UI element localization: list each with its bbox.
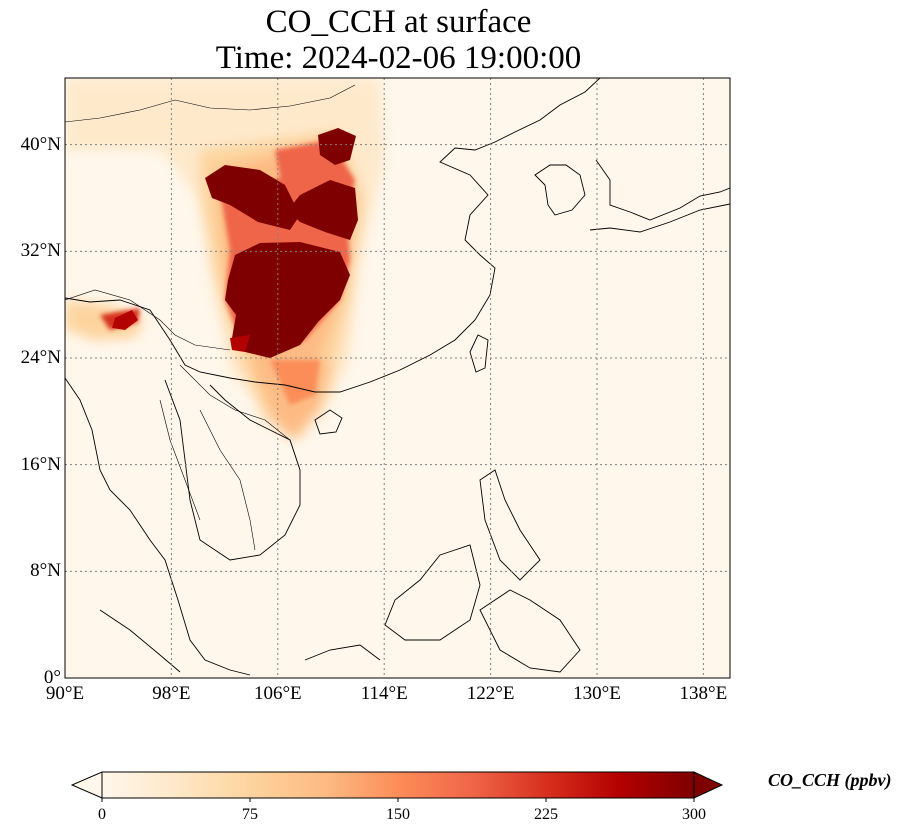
lat-tick-label: 16°N: [20, 453, 61, 475]
country-borders: [65, 84, 356, 551]
lon-tick-label: 122°E: [466, 683, 515, 704]
lat-tick-label: 32°N: [20, 240, 61, 262]
colorbar-extend-max: [693, 771, 724, 799]
map-frame: [64, 77, 731, 679]
map-time: Time: 2024-02-06 19:00:00: [215, 40, 582, 76]
colorbar-tick-label: 150: [386, 806, 410, 823]
colorbar-label: CO_CCH (ppbv): [768, 770, 892, 790]
colorbar-tick-label: 300: [682, 806, 706, 823]
lat-tick-label: 8°N: [30, 560, 61, 582]
colorbar-tick-label: 225: [534, 806, 558, 823]
lon-tick-label: 138°E: [679, 683, 728, 704]
map-title: CO_CCH at surface: [265, 4, 532, 40]
lon-tick-label: 98°E: [152, 683, 191, 704]
lon-tick-label: 130°E: [573, 683, 621, 704]
coastlines: [65, 78, 730, 676]
map-background: [65, 78, 730, 678]
lon-tick-label: 114°E: [360, 683, 408, 704]
lat-tick-label: 0°: [43, 667, 61, 688]
lon-tick-label: 90°E: [45, 683, 85, 704]
colorbar-tick-label: 75: [242, 806, 258, 823]
colorbar: [70, 771, 724, 802]
gridlines: [65, 78, 730, 678]
concentration-field: [65, 78, 385, 440]
lon-tick-label: 106°E: [253, 683, 302, 704]
lat-tick-label: 40°N: [20, 133, 61, 155]
colorbar-extend-min: [70, 771, 103, 799]
colorbar-tick-label: 0: [98, 806, 106, 823]
colorbar-body: [102, 772, 694, 798]
lat-tick-label: 24°N: [20, 347, 61, 368]
